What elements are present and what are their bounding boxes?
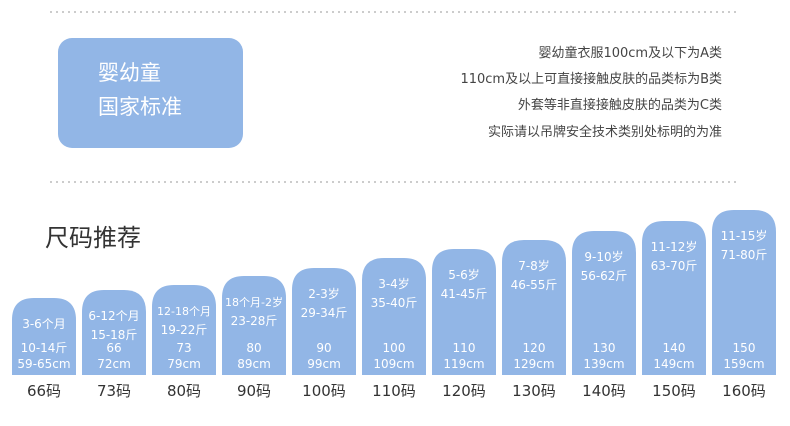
- size-label: 90码: [237, 382, 271, 400]
- note: 外套等非直接接触皮肤的品类为C类: [518, 97, 722, 113]
- tab-text: 15-18斤: [91, 328, 138, 342]
- size-tab: [152, 285, 216, 375]
- tab-text: 73: [176, 341, 191, 355]
- tab-text: 130: [593, 341, 616, 355]
- size-label: 80码: [167, 382, 201, 400]
- badge-line: 国家标准: [98, 95, 182, 119]
- size-tab: [642, 221, 706, 375]
- size-label: 160码: [722, 382, 766, 400]
- tab-text: 7-8岁: [518, 258, 550, 273]
- tab-text: 139cm: [583, 357, 624, 371]
- badge-box: [58, 38, 243, 148]
- tab-text: 99cm: [307, 357, 341, 371]
- tab-text: 71-80斤: [721, 248, 768, 262]
- tab-text: 109cm: [373, 357, 414, 371]
- tab-text: 129cm: [513, 357, 554, 371]
- size-tab: [292, 268, 356, 375]
- tab-text: 3-6个月: [22, 317, 66, 331]
- size-label: 100码: [302, 382, 346, 400]
- tab-text: 6-12个月: [88, 309, 139, 323]
- tab-text: 140: [663, 341, 686, 355]
- tab-text: 35-40斤: [371, 296, 418, 310]
- size-label: 140码: [582, 382, 626, 400]
- tab-text: 63-70斤: [651, 259, 698, 273]
- tab-text: 66: [106, 341, 121, 355]
- tab-text: 72cm: [97, 357, 131, 371]
- tab-text: 41-45斤: [441, 287, 488, 301]
- tab-text: 59-65cm: [17, 357, 70, 371]
- badge-line: 婴幼童: [98, 61, 161, 85]
- note: 110cm及以上可直接接触皮肤的品类标为B类: [460, 71, 722, 87]
- tab-text: 46-55斤: [511, 278, 558, 292]
- size-tab: [222, 276, 286, 375]
- size-tab: [572, 231, 636, 375]
- note: 实际请以吊牌安全技术类别处标明的为准: [488, 124, 722, 140]
- tab-text: 159cm: [723, 357, 764, 371]
- size-tab: [12, 298, 76, 375]
- size-label: 110码: [372, 382, 416, 400]
- tab-text: 56-62斤: [581, 269, 628, 283]
- size-tab: [432, 249, 496, 375]
- tab-text: 100: [383, 341, 406, 355]
- tab-text: 5-6岁: [448, 267, 480, 282]
- size-label: 73码: [97, 382, 131, 400]
- size-label: 130码: [512, 382, 556, 400]
- tab-text: 90: [316, 341, 331, 355]
- tab-text: 3-4岁: [378, 276, 410, 291]
- tab-text: 9-10岁: [584, 249, 623, 264]
- tab-text: 23-28斤: [231, 314, 278, 328]
- tab-text: 120: [523, 341, 546, 355]
- size-label: 150码: [652, 382, 696, 400]
- note: 婴幼童衣服100cm及以下为A类: [538, 45, 722, 61]
- tab-text: 11-12岁: [651, 239, 698, 254]
- tab-text: 119cm: [443, 357, 484, 371]
- tab-text: 18个月-2岁: [225, 295, 283, 309]
- tab-text: 110: [453, 341, 476, 355]
- tab-text: 79cm: [167, 357, 201, 371]
- tab-text: 10-14斤: [21, 341, 68, 355]
- tab-text: 80: [246, 341, 261, 355]
- tab-text: 89cm: [237, 357, 271, 371]
- tab-text: 11-15岁: [721, 228, 768, 243]
- size-label: 66码: [27, 382, 61, 400]
- size-label: 120码: [442, 382, 486, 400]
- tab-text: 150: [733, 341, 756, 355]
- tab-text: 149cm: [653, 357, 694, 371]
- tab-text: 12-18个月: [157, 305, 211, 318]
- tab-text: 29-34斤: [301, 306, 348, 320]
- tab-text: 2-3岁: [308, 286, 340, 301]
- size-tab: [362, 258, 426, 375]
- size-tab: [712, 210, 776, 375]
- size-tab: [502, 240, 566, 375]
- size-tab: [82, 290, 146, 375]
- tab-text: 19-22斤: [161, 323, 208, 337]
- section-title: 尺码推荐: [45, 224, 141, 252]
